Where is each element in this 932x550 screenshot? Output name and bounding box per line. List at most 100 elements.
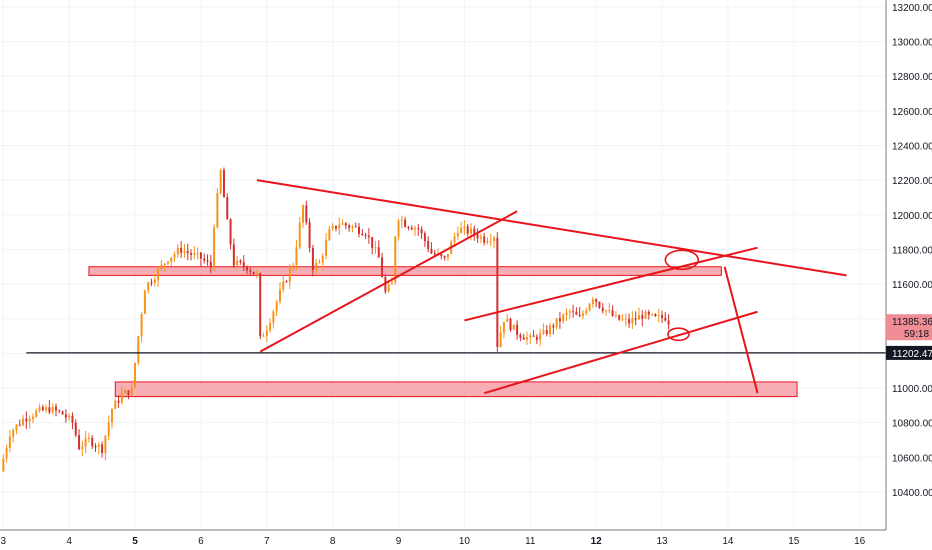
trendline[interactable]	[256, 179, 847, 277]
price-tick-label: 11000.00	[892, 384, 932, 395]
candle-body	[344, 223, 347, 226]
candle-body	[509, 318, 512, 330]
candle-body	[315, 262, 318, 270]
candle-body	[160, 264, 163, 269]
price-tick-label: 11800.00	[892, 245, 932, 256]
candle-body	[275, 301, 278, 312]
candle-body	[38, 407, 41, 411]
candle-body	[15, 424, 18, 431]
candle-body	[295, 247, 298, 266]
candle-body	[397, 220, 400, 237]
trendlines[interactable]	[256, 179, 847, 395]
candle-body	[486, 241, 489, 243]
candle-body	[166, 261, 169, 264]
price-tick-label: 10600.00	[892, 453, 932, 464]
time-axis[interactable]: 3 4 5 6 7 8 9 10 11 12 13 14 15 16	[0, 529, 932, 550]
time-tick-label: 10	[459, 536, 471, 547]
candle-body	[222, 169, 225, 198]
time-tick-label: 5	[132, 536, 138, 547]
candle-body	[463, 226, 466, 228]
price-tick-label: 13000.00	[892, 38, 932, 49]
candle-body	[110, 409, 113, 423]
candle-body	[193, 252, 196, 255]
candle-body	[618, 315, 621, 320]
candle-body	[558, 318, 561, 322]
candle-body	[390, 282, 393, 285]
candle-body	[28, 418, 31, 422]
candle-body	[265, 330, 268, 336]
candle-body	[338, 224, 341, 229]
annotation-circle[interactable]	[664, 249, 700, 271]
price-zone[interactable]	[88, 266, 722, 276]
last-price-tag[interactable]	[886, 314, 932, 341]
candle-body	[651, 314, 654, 316]
time-tick-label: 9	[396, 536, 402, 547]
candle-body	[114, 400, 117, 410]
candle-body	[631, 318, 634, 324]
level-price-tag[interactable]	[886, 345, 932, 360]
candle-body	[134, 362, 137, 387]
price-axis[interactable]: 10400.0010600.0010800.0011000.0011200.00…	[885, 0, 932, 550]
candle-body	[473, 228, 476, 235]
candle-body	[331, 225, 334, 229]
time-tick-label: 12	[591, 536, 603, 547]
candle-body	[219, 169, 222, 194]
price-tick-label: 10400.00	[892, 488, 932, 499]
time-tick-label: 16	[854, 536, 866, 547]
candle-body	[285, 281, 288, 283]
candle-body	[624, 318, 627, 320]
candle-body	[262, 335, 265, 337]
candle-body	[664, 317, 667, 321]
candle-body	[460, 227, 463, 233]
time-tick-label: 15	[788, 536, 800, 547]
trendline[interactable]	[723, 266, 759, 394]
candle-body	[282, 281, 285, 290]
trendline[interactable]	[464, 246, 758, 322]
candle-body	[430, 248, 433, 254]
candle-body	[608, 310, 611, 312]
candle-body	[348, 225, 351, 228]
candle-body	[249, 270, 252, 272]
candle-body	[394, 236, 397, 283]
candle-body	[255, 273, 258, 275]
candle-body	[311, 247, 314, 270]
candle-body	[199, 252, 202, 259]
trendline[interactable]	[483, 310, 758, 395]
candle-body	[87, 437, 90, 439]
candle-body	[595, 299, 598, 302]
candle-body	[535, 336, 538, 341]
candle-body	[78, 435, 81, 450]
candle-body	[31, 416, 34, 419]
candle-body	[232, 244, 235, 266]
candle-body	[601, 307, 604, 312]
candle-body	[605, 310, 608, 312]
candle-body	[621, 319, 624, 321]
candle-body	[374, 247, 377, 249]
trendline[interactable]	[259, 210, 518, 353]
candle-body	[269, 322, 272, 331]
candle-body	[591, 299, 594, 305]
candle-body	[170, 257, 173, 262]
candle-body	[532, 335, 535, 337]
price-tick-label: 11600.00	[892, 280, 932, 291]
candle-body	[305, 205, 308, 223]
candle-body	[414, 228, 417, 230]
price-zone[interactable]	[114, 381, 798, 398]
candle-body	[644, 311, 647, 319]
candle-body	[94, 446, 97, 448]
candle-body	[525, 337, 528, 340]
annotation-circle[interactable]	[667, 327, 690, 342]
candle-body	[18, 424, 21, 426]
candle-body	[562, 314, 565, 322]
candle-body	[476, 234, 479, 239]
candle-body	[654, 314, 657, 317]
time-axis-bg	[0, 530, 932, 550]
time-tick-label: 3	[1, 536, 7, 547]
candle-body	[502, 321, 505, 333]
candle-body	[68, 415, 71, 418]
price-axis-bg	[886, 0, 932, 550]
candle-body	[216, 193, 219, 228]
candle-body	[628, 318, 631, 324]
